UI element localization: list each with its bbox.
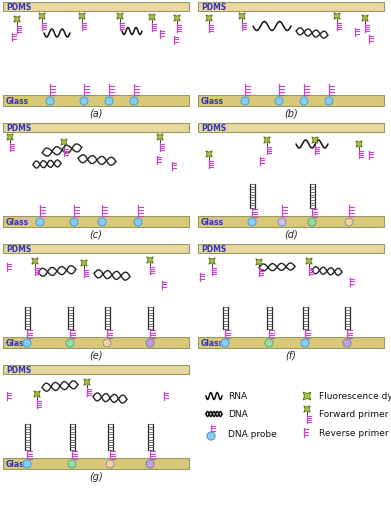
Bar [3,96,189,107]
Circle shape [221,340,229,347]
Circle shape [343,340,351,347]
Circle shape [46,98,54,106]
Circle shape [103,340,111,347]
Text: Forward primer: Forward primer [319,410,388,419]
Polygon shape [39,14,45,20]
Circle shape [241,98,249,106]
Circle shape [80,98,88,106]
Polygon shape [306,258,312,265]
Text: Glass: Glass [6,459,29,468]
Text: (f): (f) [285,350,296,360]
Polygon shape [209,258,215,265]
Polygon shape [362,16,368,22]
Text: PDMS: PDMS [201,244,226,253]
Polygon shape [356,142,362,148]
Polygon shape [157,134,163,141]
Circle shape [146,340,154,347]
Circle shape [23,460,31,468]
Circle shape [106,460,114,468]
Bar [3,337,189,348]
Bar [198,216,384,228]
Circle shape [265,340,273,347]
Text: PDMS: PDMS [6,365,31,374]
Text: PDMS: PDMS [6,3,31,12]
Text: Glass: Glass [6,97,29,106]
Polygon shape [84,379,90,385]
Text: Glass: Glass [201,97,224,106]
Circle shape [134,218,142,227]
Bar [198,244,384,253]
Bar [198,96,384,107]
Polygon shape [312,137,318,144]
Text: Glass: Glass [201,217,224,227]
Circle shape [345,218,353,227]
Circle shape [68,460,76,468]
Polygon shape [174,16,180,22]
Bar [198,337,384,348]
Text: Fluorescence dye: Fluorescence dye [319,392,391,401]
Circle shape [308,218,316,227]
Polygon shape [264,137,270,144]
Polygon shape [147,258,153,264]
Bar [3,216,189,228]
Polygon shape [34,391,40,398]
Circle shape [130,98,138,106]
Circle shape [248,218,256,227]
Circle shape [301,340,309,347]
Text: DNA: DNA [228,410,248,419]
Bar [3,458,189,469]
Bar [3,3,189,12]
Circle shape [70,218,78,227]
Bar [3,124,189,133]
Circle shape [98,218,106,227]
Text: RNA: RNA [228,392,247,401]
Text: Reverse primer: Reverse primer [319,429,389,438]
Polygon shape [304,406,310,412]
Circle shape [23,340,31,347]
Text: Glass: Glass [6,338,29,347]
Text: (e): (e) [89,350,103,360]
Text: (g): (g) [89,471,103,481]
Text: PDMS: PDMS [6,124,31,133]
Polygon shape [239,14,245,20]
Text: PDMS: PDMS [201,3,226,12]
Polygon shape [334,14,340,20]
Polygon shape [303,392,311,400]
Text: (a): (a) [89,109,103,119]
Polygon shape [32,258,38,265]
Text: PDMS: PDMS [6,244,31,253]
Text: (c): (c) [90,230,102,240]
Polygon shape [14,17,20,23]
Bar [198,3,384,12]
Polygon shape [149,15,155,21]
Circle shape [275,98,283,106]
Text: DNA probe: DNA probe [228,430,277,439]
Text: Glass: Glass [201,338,224,347]
Text: PDMS: PDMS [201,124,226,133]
Text: (b): (b) [284,109,298,119]
Circle shape [300,98,308,106]
Circle shape [278,218,286,227]
Circle shape [66,340,74,347]
Bar [3,244,189,253]
Circle shape [105,98,113,106]
Bar [3,365,189,374]
Circle shape [207,432,215,440]
Polygon shape [7,134,13,141]
Polygon shape [206,152,212,158]
Circle shape [325,98,333,106]
Polygon shape [256,259,262,266]
Text: Glass: Glass [6,217,29,227]
Polygon shape [81,260,87,267]
Polygon shape [117,14,123,20]
Polygon shape [61,139,67,146]
Polygon shape [79,14,85,20]
Polygon shape [206,16,212,22]
Text: (d): (d) [284,230,298,240]
Circle shape [146,460,154,468]
Bar [198,124,384,133]
Circle shape [36,218,44,227]
